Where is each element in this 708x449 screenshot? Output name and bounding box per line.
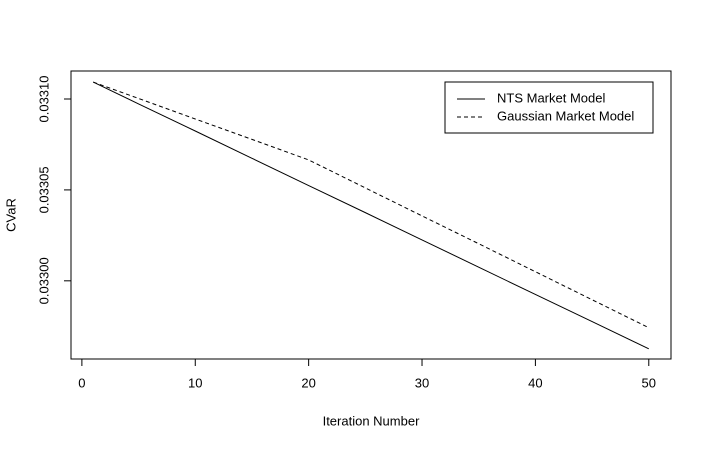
- x-axis-label: Iteration Number: [323, 413, 420, 428]
- y-axis-label: CVaR: [3, 198, 18, 232]
- y-tick-label: 0.03310: [36, 76, 51, 123]
- x-tick-label: 10: [188, 375, 202, 390]
- x-tick-label: 30: [415, 375, 429, 390]
- legend-label: NTS Market Model: [497, 90, 605, 105]
- y-tick-label: 0.03305: [36, 166, 51, 213]
- series-line: [93, 81, 649, 350]
- legend-box: [444, 81, 654, 134]
- legend-label: Gaussian Market Model: [497, 108, 634, 123]
- x-tick-label: 0: [78, 375, 85, 390]
- x-tick-label: 50: [642, 375, 656, 390]
- plot-frame: [70, 70, 672, 360]
- x-tick-label: 40: [528, 375, 542, 390]
- y-tick-label: 0.03300: [36, 257, 51, 304]
- x-tick-label: 20: [301, 375, 315, 390]
